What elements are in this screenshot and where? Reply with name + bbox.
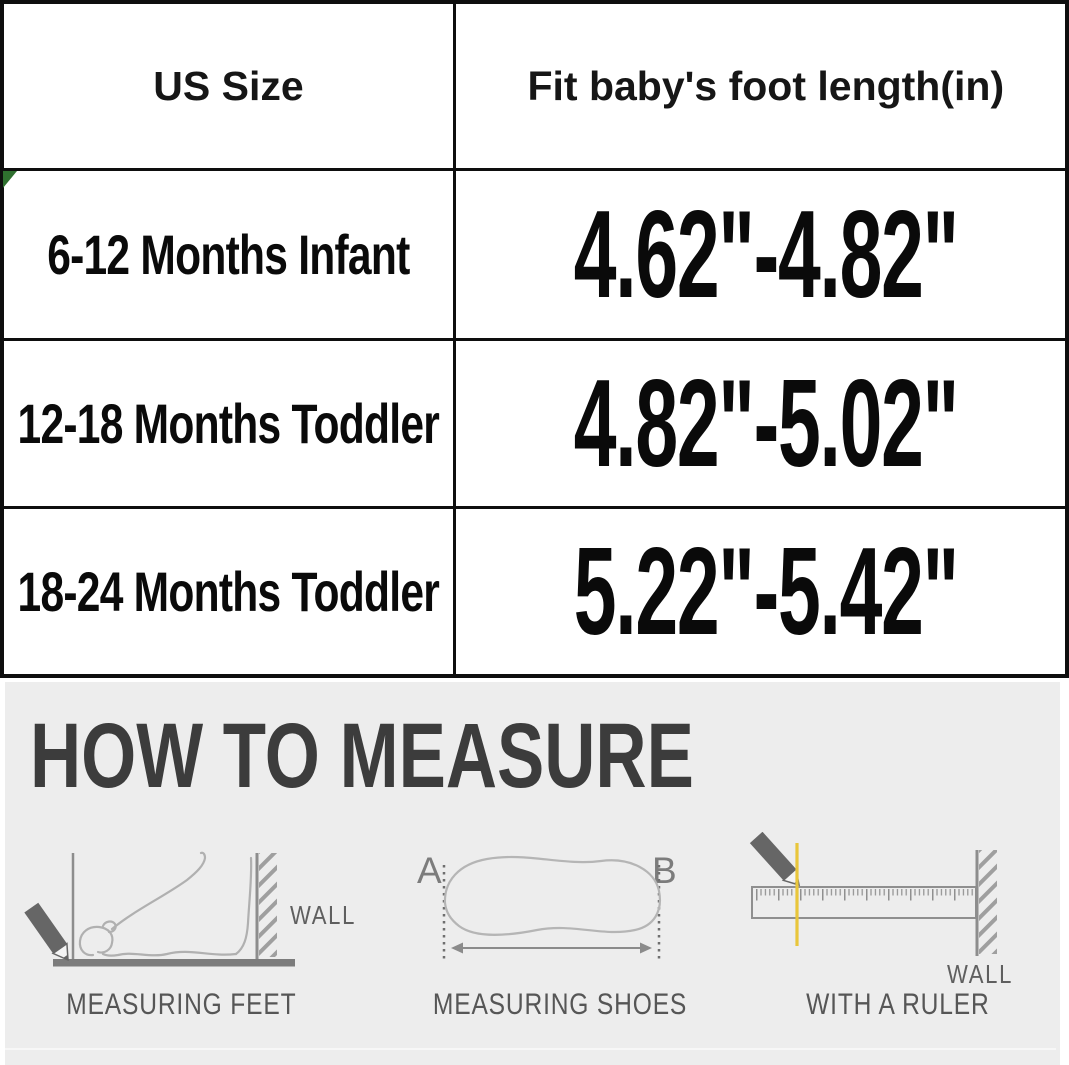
length-value: 4.82"-5.02" bbox=[573, 354, 959, 493]
length-value: 5.22"-5.42" bbox=[573, 522, 959, 661]
foot-outline bbox=[78, 851, 253, 957]
size-label: 18-24 Months Toddler bbox=[17, 559, 440, 623]
wall-hatch bbox=[259, 853, 277, 957]
measure-section-title: HOW TO MEASURE bbox=[30, 705, 694, 807]
size-table: US Size Fit baby's foot length(in) 6-12 … bbox=[0, 0, 1069, 678]
size-label: 12-18 Months Toddler bbox=[17, 391, 440, 455]
measuring-shoes-caption: MEASURING SHOES bbox=[432, 988, 688, 1021]
table-row-0-size-cell: 6-12 Months Infant bbox=[4, 171, 456, 341]
ruler-ticks-long bbox=[754, 888, 974, 901]
table-row-1-size-cell: 12-18 Months Toddler bbox=[4, 341, 456, 509]
foot-length-header: Fit baby's foot length(in) bbox=[527, 62, 1005, 109]
table-row-0-length-cell: 4.62"-4.82" bbox=[456, 171, 1069, 341]
measuring-feet-caption: MEASURING FEET bbox=[65, 988, 297, 1021]
point-b-label: B bbox=[652, 850, 677, 891]
table-row-2-length-cell: 5.22"-5.42" bbox=[456, 509, 1069, 674]
length-arrow bbox=[451, 942, 652, 954]
header-cell-us-size: US Size bbox=[4, 4, 456, 171]
us-size-header: US Size bbox=[153, 62, 304, 109]
table-row-1-length-cell: 4.82"-5.02" bbox=[456, 341, 1069, 509]
with-a-ruler-caption: WITH A RULER bbox=[806, 988, 990, 1021]
length-value: 4.62"-4.82" bbox=[573, 185, 959, 324]
shoe-sole-outline bbox=[443, 855, 661, 936]
green-corner-fold-mark bbox=[3, 171, 17, 188]
size-label: 6-12 Months Infant bbox=[47, 222, 410, 286]
wall-label: WALL bbox=[290, 900, 357, 930]
wall-hatch bbox=[979, 850, 997, 954]
table-row-2-size-cell: 18-24 Months Toddler bbox=[4, 509, 456, 674]
ground-bar bbox=[53, 959, 295, 967]
how-to-measure-panel: HOW TO MEASURE bbox=[5, 682, 1060, 1065]
ruler-diagram bbox=[749, 832, 997, 956]
pencil-icon bbox=[24, 902, 69, 962]
measuring-shoes-diagram: A B bbox=[417, 850, 677, 961]
point-a-label: A bbox=[417, 850, 442, 891]
header-cell-foot-length: Fit baby's foot length(in) bbox=[456, 4, 1069, 171]
measuring-feet-diagram bbox=[24, 851, 295, 967]
panel-bottom-hairline bbox=[5, 1048, 1056, 1050]
wall-label: WALL bbox=[947, 959, 1014, 989]
